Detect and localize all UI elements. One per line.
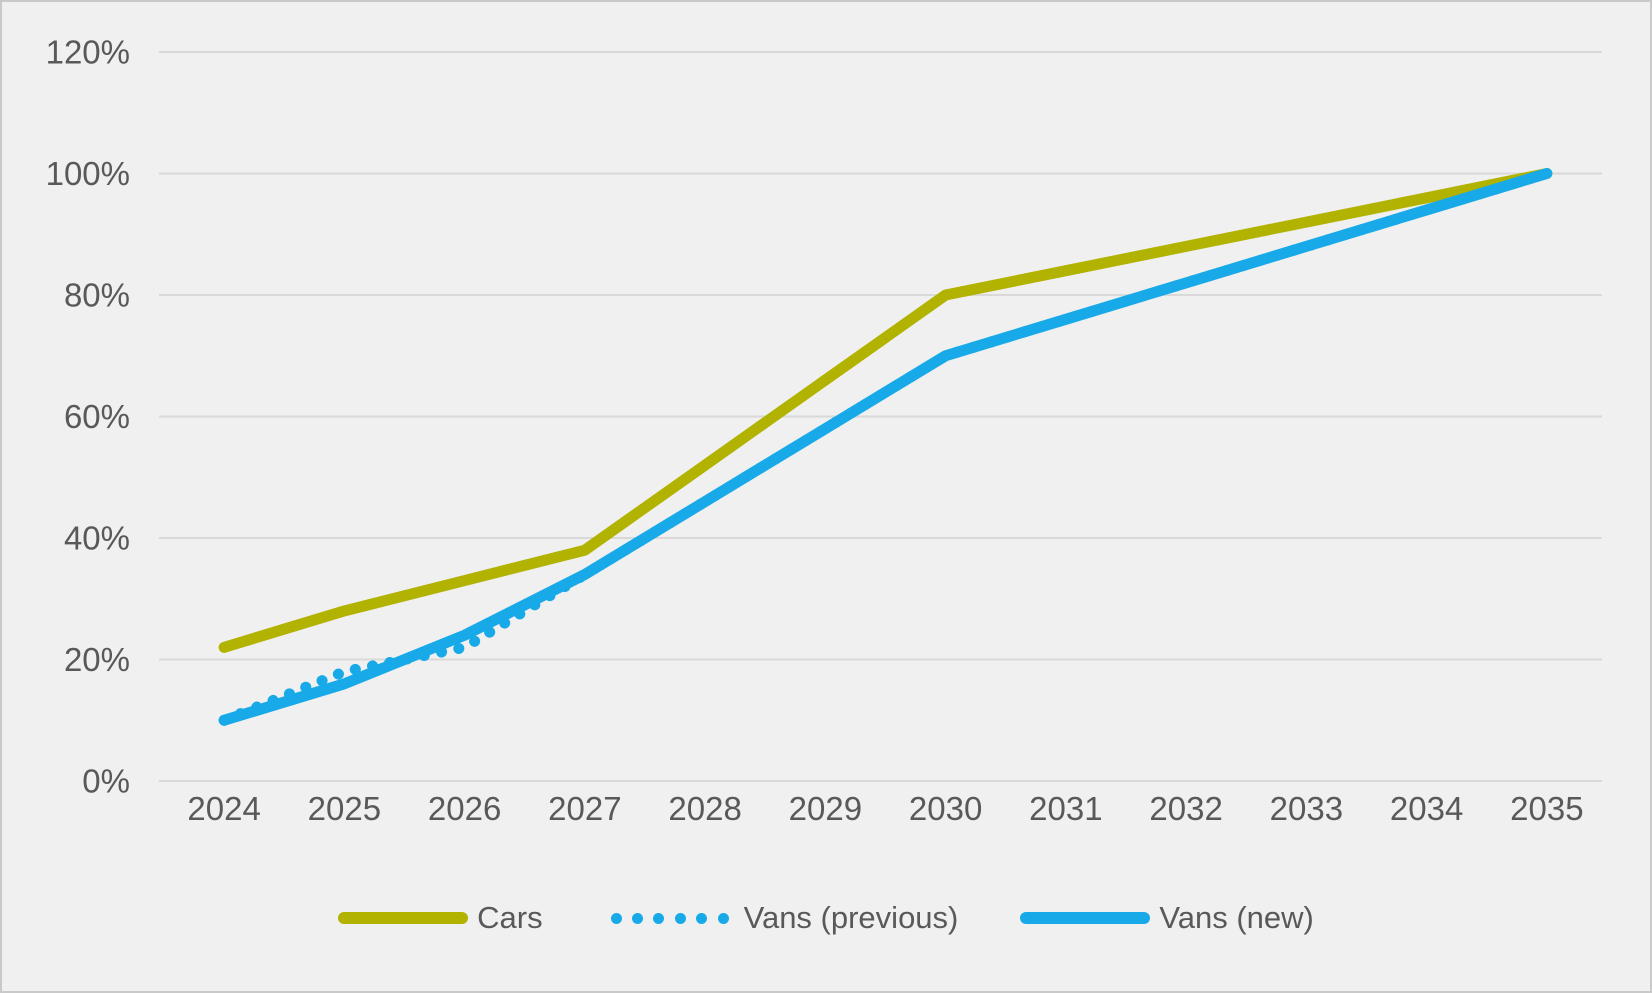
legend-dot <box>696 912 708 924</box>
x-axis-tick-label: 2030 <box>909 790 982 827</box>
chart-legend: Cars Vans (previous) Vans (new) <box>2 900 1650 936</box>
legend-marker-solid-line <box>1020 912 1151 924</box>
y-axis-tick-label: 100% <box>46 155 130 192</box>
x-axis-tick-label: 2027 <box>548 790 621 827</box>
legend-marker-dotted-line <box>605 912 735 924</box>
y-axis-tick-label: 80% <box>64 277 130 314</box>
x-axis-labels: 2024 2025 2026 2027 2028 2029 2030 2031 2032 2033… <box>187 790 1583 827</box>
legend-label: Vans (new) <box>1159 900 1314 935</box>
y-axis-labels: 0% 20% 40% 60% 80% 100% 120% <box>46 34 130 800</box>
y-axis-tick-label: 40% <box>64 520 130 557</box>
y-axis-tick-label: 20% <box>64 641 130 678</box>
legend-dot <box>631 912 643 924</box>
x-axis-tick-label: 2034 <box>1390 790 1463 827</box>
x-axis-tick-label: 2031 <box>1029 790 1102 827</box>
x-axis-tick-label: 2029 <box>789 790 862 827</box>
legend-dot <box>610 912 622 924</box>
legend-item: Cars <box>338 900 543 936</box>
legend-item: Vans (previous) <box>605 900 959 936</box>
series-lines <box>218 168 1553 726</box>
y-axis-tick-label: 120% <box>46 34 130 71</box>
legend-label: Cars <box>477 900 543 935</box>
x-axis-tick-label: 2024 <box>187 790 260 827</box>
legend-dot <box>717 912 729 924</box>
y-axis-tick-label: 0% <box>82 763 130 800</box>
legend-marker-solid-line <box>338 912 469 924</box>
series-line-cars <box>218 168 1553 653</box>
x-axis-tick-label: 2035 <box>1510 790 1583 827</box>
series-line-vans-new <box>218 168 1553 726</box>
legend-item: Vans (new) <box>1020 900 1314 936</box>
series-line-vans-previous <box>218 168 1553 726</box>
x-axis-tick-label: 2033 <box>1270 790 1343 827</box>
y-axis-tick-label: 60% <box>64 398 130 435</box>
x-axis-tick-label: 2032 <box>1149 790 1222 827</box>
legend-dot <box>674 912 686 924</box>
x-axis-tick-label: 2026 <box>428 790 501 827</box>
legend-dot <box>653 912 665 924</box>
legend-label: Vans (previous) <box>743 900 959 935</box>
x-axis-tick-label: 2025 <box>308 790 381 827</box>
x-axis-tick-label: 2028 <box>668 790 741 827</box>
